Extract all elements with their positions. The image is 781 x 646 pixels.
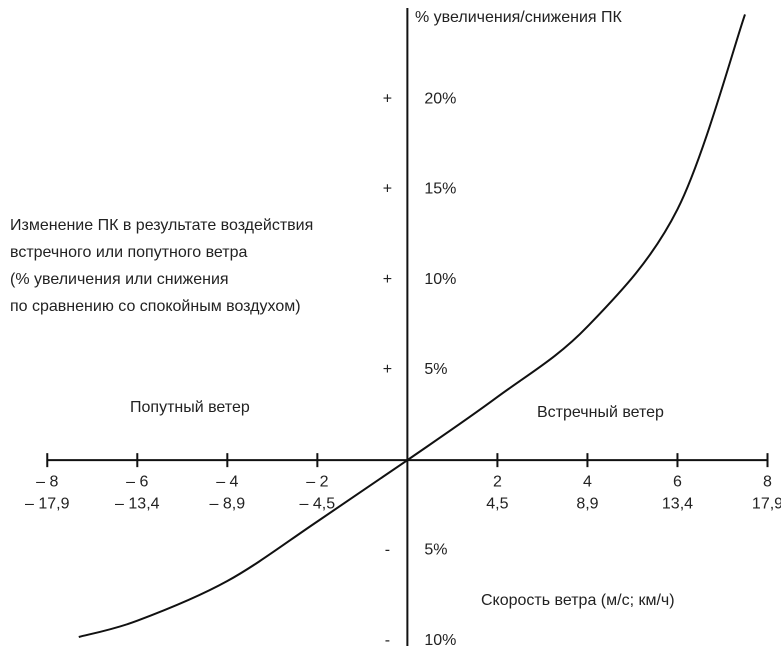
x-tick-label: – 2 xyxy=(306,473,328,490)
annotation: (% увеличения или снижения xyxy=(10,271,229,288)
left-label: Попутный ветер xyxy=(130,399,250,416)
x-tick-label: 8 xyxy=(763,473,772,490)
x-tick-label-kmh: 4,5 xyxy=(486,495,508,512)
x-tick-label: 2 xyxy=(493,473,502,490)
x-tick-label-kmh: – 13,4 xyxy=(115,495,160,512)
x-tick-label: – 8 xyxy=(36,473,58,490)
curve xyxy=(78,14,746,638)
right-label: Встречный ветер xyxy=(537,404,664,421)
y-tick-sign: + xyxy=(383,90,392,107)
y-tick-label: 5% xyxy=(424,361,447,378)
chart-title: % увеличения/снижения ПК xyxy=(415,9,623,26)
x-tick-label-kmh: – 17,9 xyxy=(25,495,70,512)
y-tick-label: 5% xyxy=(424,542,447,559)
y-tick-label: 20% xyxy=(424,90,456,107)
x-tick-label: 4 xyxy=(583,473,592,490)
y-tick-sign: - xyxy=(385,542,390,559)
x-tick-label-kmh: – 4,5 xyxy=(300,495,336,512)
x-tick-label-kmh: – 8,9 xyxy=(210,495,246,512)
x-tick-label-kmh: 8,9 xyxy=(576,495,598,512)
x-tick-label-kmh: 13,4 xyxy=(662,495,693,512)
x-tick-label: – 6 xyxy=(126,473,148,490)
annotation: встречного или попутного ветра xyxy=(10,244,248,261)
y-tick-sign: + xyxy=(383,361,392,378)
x-axis-label: Скорость ветра (м/с; км/ч) xyxy=(481,592,675,609)
y-tick-label: 15% xyxy=(424,181,456,198)
y-tick-label: 10% xyxy=(424,632,456,646)
y-tick-sign: + xyxy=(383,181,392,198)
x-tick-label: – 4 xyxy=(216,473,238,490)
annotation: Изменение ПК в результате воздействия xyxy=(10,217,313,234)
x-tick-label: 6 xyxy=(673,473,682,490)
y-tick-label: 10% xyxy=(424,271,456,288)
annotation: по сравнению со спокойным воздухом) xyxy=(10,298,301,315)
y-tick-sign: + xyxy=(383,271,392,288)
x-tick-label-kmh: 17,9 xyxy=(752,495,781,512)
y-tick-sign: - xyxy=(385,632,390,646)
